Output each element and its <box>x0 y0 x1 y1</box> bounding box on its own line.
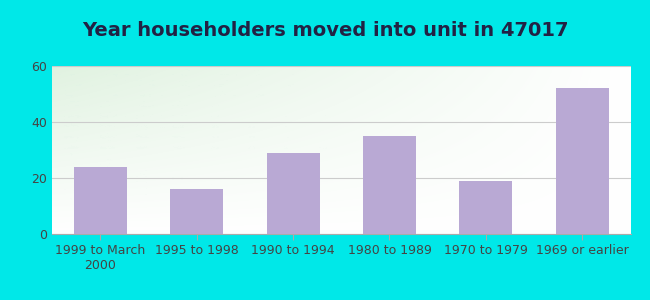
Bar <box>73 167 127 234</box>
Bar <box>170 189 223 234</box>
Bar <box>556 88 609 234</box>
Bar <box>266 153 320 234</box>
Bar <box>363 136 416 234</box>
Bar <box>460 181 512 234</box>
Text: Year householders moved into unit in 47017: Year householders moved into unit in 470… <box>82 21 568 40</box>
